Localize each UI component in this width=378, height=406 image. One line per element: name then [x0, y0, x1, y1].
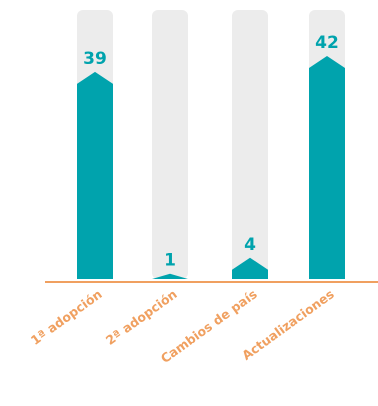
bar: [77, 71, 113, 279]
category-label: 2ª adopción: [103, 286, 180, 348]
bar-tracks: [77, 10, 345, 279]
value-label: 39: [83, 49, 107, 69]
bars: [77, 56, 345, 279]
bar-track: [232, 10, 268, 279]
value-label: 42: [315, 33, 339, 53]
value-label: 1: [164, 251, 176, 271]
bar-track: [152, 10, 188, 279]
bar: [232, 257, 268, 279]
bar: [309, 56, 345, 279]
value-label: 4: [244, 235, 256, 255]
category-label: 1ª adopción: [28, 286, 105, 348]
value-labels: 39 1 4 42: [83, 33, 339, 271]
bar: [152, 273, 188, 279]
